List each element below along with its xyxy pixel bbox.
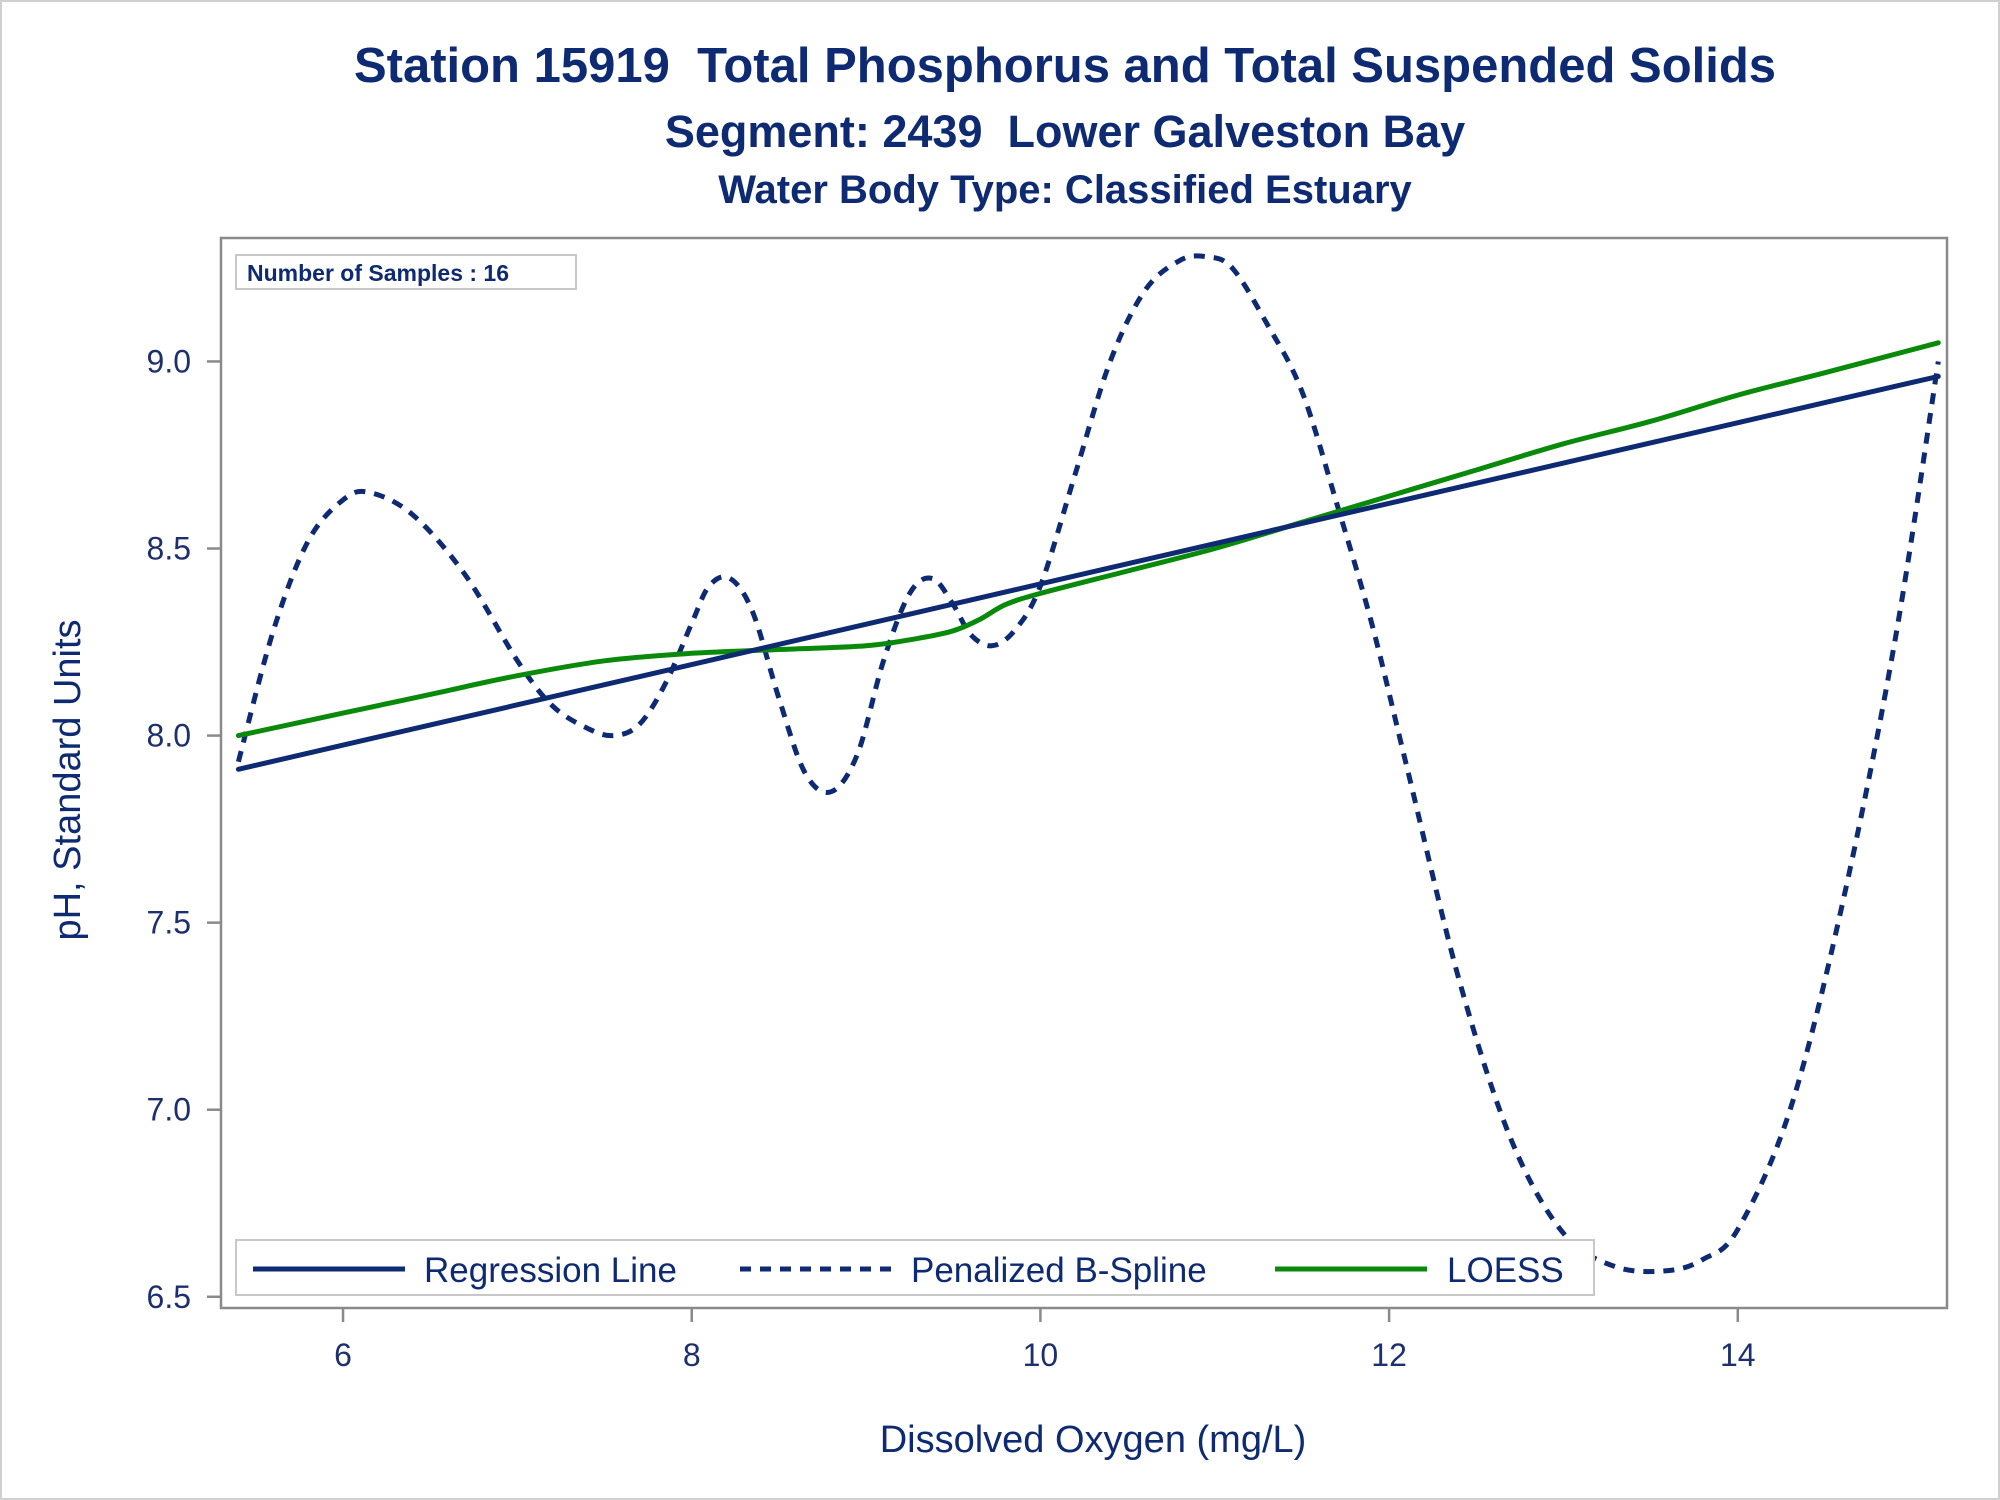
chart-title: Station 15919 Total Phosphorus and Total… bbox=[353, 39, 1777, 93]
y-tick-label: 8.5 bbox=[147, 531, 191, 567]
tick-labels: 6 8 10 12 14 6.5 7.0 7.5 8.0 8.5 9.0 bbox=[147, 343, 1756, 1373]
legend-label-regression-line: Regression Line bbox=[424, 1251, 677, 1290]
axes bbox=[207, 236, 1949, 1322]
sample-count-inset: Number of Samples : 16 bbox=[235, 254, 577, 290]
series-penalized-b-spline bbox=[235, 253, 1941, 1275]
chart-subtitle-water-body: Water Body Type: Classified Estuary bbox=[718, 168, 1412, 212]
legend-label-penalized-b-spline: Penalized B-Spline bbox=[911, 1251, 1207, 1290]
chart-subtitle-segment: Segment: 2439 Lower Galveston Bay bbox=[664, 106, 1466, 157]
series-layer bbox=[235, 253, 1941, 1275]
x-tick-label: 10 bbox=[1023, 1337, 1059, 1373]
legend-label-loess: LOESS bbox=[1447, 1251, 1564, 1290]
y-tick-label: 7.0 bbox=[147, 1092, 191, 1128]
y-tick-label: 8.0 bbox=[147, 718, 191, 754]
y-axis-title: pH, Standard Units bbox=[47, 619, 89, 940]
y-tick-label: 7.5 bbox=[147, 905, 191, 941]
x-tick-label: 12 bbox=[1371, 1337, 1407, 1373]
x-tick-label: 14 bbox=[1720, 1337, 1756, 1373]
plot-area-border bbox=[219, 236, 1949, 1310]
y-tick-label: 9.0 bbox=[147, 343, 191, 379]
sample-count-label: Number of Samples : 16 bbox=[247, 260, 509, 286]
x-axis-title: Dissolved Oxygen (mg/L) bbox=[880, 1419, 1307, 1461]
series-regression-line bbox=[235, 373, 1941, 772]
y-tick-label: 6.5 bbox=[147, 1279, 191, 1315]
x-tick-label: 8 bbox=[683, 1337, 701, 1373]
x-tick-label: 6 bbox=[334, 1337, 352, 1373]
legend: Regression Line Penalized B-Spline LOESS bbox=[235, 1239, 1595, 1296]
series-loess bbox=[235, 340, 1941, 739]
